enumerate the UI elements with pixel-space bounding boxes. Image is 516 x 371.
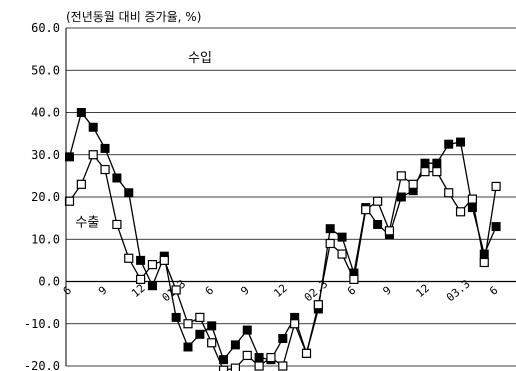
data-point-exports [230,363,240,371]
y-tick-label: 50.0 [31,63,60,77]
data-point-exports [349,274,359,284]
y-axis-ticks: 60.0 50.0 40.0 30.0 20.0 10.0 0.0 -10.0 -20.0 [24,21,60,371]
data-point-imports [147,281,157,291]
data-point-exports [491,181,501,192]
data-point-imports [100,143,110,153]
data-point-imports [349,268,359,278]
data-point-exports [479,257,489,268]
data-point-imports [230,340,240,350]
data-point-exports [254,361,264,371]
y-tick-label: -20.0 [24,359,60,371]
data-point-imports [467,203,477,213]
data-point-imports [207,321,217,331]
data-point-exports [301,348,312,358]
series-exports [64,150,501,371]
data-point-exports [76,179,86,189]
data-point-imports [112,173,122,183]
data-point-exports [159,255,169,265]
data-point-exports [124,253,134,263]
data-point-exports [444,188,454,198]
data-point-imports [290,312,300,322]
data-point-exports [88,150,98,160]
x-tick-label: 6 [203,284,216,298]
y-tick-label: 0.0 [38,275,60,289]
data-point-imports [479,249,489,259]
data-point-exports [183,319,193,329]
data-point-imports [278,334,288,344]
data-point-exports [337,249,347,259]
data-point-imports [408,186,418,196]
data-point-imports [456,137,466,147]
data-point-imports [88,122,98,132]
data-point-exports [278,361,288,371]
data-point-exports [171,285,181,295]
data-point-exports [266,352,276,363]
data-point-exports [420,167,430,177]
data-point-imports [65,152,74,162]
x-tick-label: 9 [238,284,251,298]
data-point-imports [124,188,134,198]
series-label: 수출 [75,216,99,231]
y-tick-label: 60.0 [31,21,60,35]
y-tick-label: 10.0 [31,232,60,246]
y-tick-label: 20.0 [31,190,60,204]
data-point-imports [219,355,229,365]
data-point-imports [325,224,335,234]
y-tick-label: 30.0 [31,148,60,162]
data-point-imports [491,222,501,232]
data-point-exports [242,350,252,361]
data-point-exports [455,207,466,217]
data-point-exports [64,196,75,206]
data-point-exports [432,167,442,177]
data-point-imports [242,325,252,335]
x-tick-label: 12 [129,282,148,300]
x-tick-label: 9 [380,284,393,298]
y-tick-label: 40.0 [31,106,60,120]
series-label: 수입 [188,51,212,66]
data-point-exports [396,171,406,181]
x-tick-label: 6 [61,284,74,298]
data-point-exports [112,219,122,230]
data-point-exports [136,274,146,284]
data-point-imports [432,158,442,168]
data-point-exports [290,319,300,329]
data-point-imports [195,329,205,339]
data-point-imports [420,158,430,168]
series-layer [64,108,501,371]
x-tick-label: 12 [413,282,432,300]
x-tick-label: 12 [271,282,290,300]
x-tick-label: 6 [487,284,500,298]
x-tick-label: 9 [96,284,109,298]
data-point-imports [136,255,146,265]
data-point-exports [361,205,371,215]
data-point-exports [100,164,110,175]
data-point-exports [313,300,323,310]
data-point-imports [337,232,347,242]
unit-label: (전년동월 대비 증가율, %) [66,10,201,24]
x-tick-label: 6 [345,284,358,298]
data-point-exports [408,179,418,189]
data-point-imports [396,192,406,202]
data-point-imports [76,108,86,117]
data-point-exports [218,365,229,371]
y-tick-label: -10.0 [24,317,60,331]
series-imports [65,108,501,365]
data-point-exports [207,338,217,348]
data-point-imports [183,342,193,352]
data-point-exports [373,196,383,206]
data-point-imports [444,139,454,149]
data-point-exports [325,238,335,249]
series-line-imports [68,111,497,361]
data-point-exports [467,194,477,204]
data-point-exports [147,260,158,270]
data-point-imports [254,353,264,363]
data-point-imports [373,219,383,229]
data-point-exports [384,226,395,236]
data-point-exports [195,312,205,323]
data-point-imports [171,312,181,322]
